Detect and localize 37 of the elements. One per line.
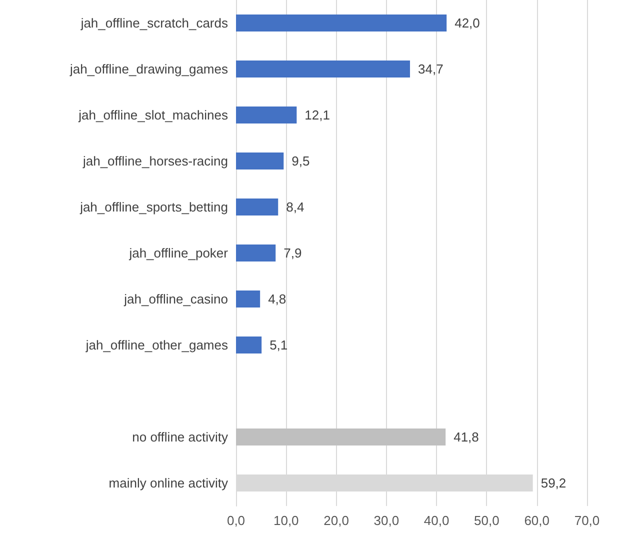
bar [236, 106, 297, 124]
data-label: 7,9 [284, 246, 302, 260]
x-tick-label: 50,0 [474, 513, 500, 528]
data-label: 8,4 [286, 200, 304, 214]
x-tick-label: 30,0 [374, 513, 400, 528]
y-tick-label: jah_offline_drawing_games [68, 62, 228, 76]
y-tick-label: jah_offline_scratch_cards [80, 16, 228, 30]
y-tick-label: mainly online activity [108, 476, 228, 490]
y-tick-label: jah_offline_slot_machines [78, 108, 228, 122]
bar [236, 152, 284, 170]
x-tick-label: 20,0 [324, 513, 349, 528]
y-tick-label: no offline activity [132, 430, 228, 444]
data-label: 4,8 [268, 292, 286, 306]
data-label: 41,8 [454, 430, 479, 444]
y-tick-label: jah_offline_other_games [84, 338, 228, 352]
data-label: 42,0 [454, 16, 480, 30]
x-tick-label: 10,0 [273, 513, 299, 528]
x-tick-label: 70,0 [574, 513, 600, 528]
data-label: 5,1 [270, 338, 288, 352]
x-tick-label: 60,0 [524, 513, 550, 528]
data-label: 12,1 [304, 108, 330, 122]
y-tick-label: jah_offline_sports_betting [79, 200, 228, 214]
bar [236, 14, 447, 32]
y-tick-label: jah_offline_casino [123, 292, 228, 306]
bar [236, 60, 410, 78]
bar [236, 198, 278, 216]
bar [236, 428, 446, 446]
x-tick-label: 0,0 [226, 513, 246, 528]
bar [236, 336, 262, 354]
data-label: 59,2 [540, 476, 566, 490]
data-label: 9,5 [292, 154, 310, 168]
y-tick-label: jah_offline_poker [128, 246, 229, 260]
bar [236, 290, 260, 308]
y-tick-label: jah_offline_horses-racing [82, 154, 228, 168]
x-tick-label: 40,0 [424, 513, 450, 528]
bar [236, 244, 276, 262]
data-label: 34,7 [418, 62, 444, 76]
